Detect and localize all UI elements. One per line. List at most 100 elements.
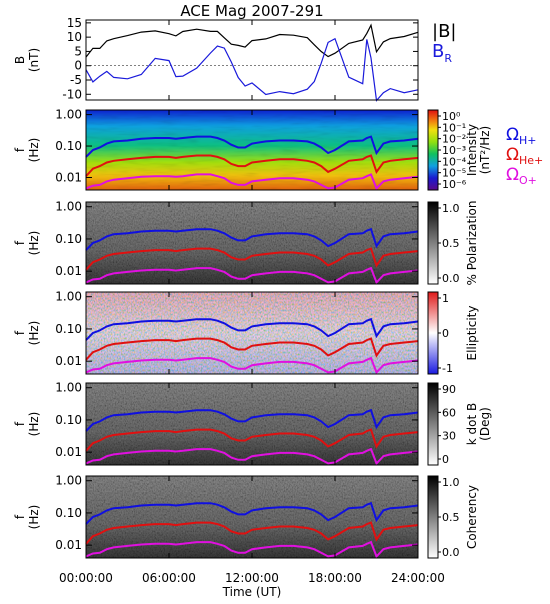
colorbar-title: Intensity xyxy=(465,124,479,176)
colorbar-scale xyxy=(427,291,439,375)
y-tick-label: 15 xyxy=(67,16,82,30)
colorbar-scale xyxy=(427,475,439,559)
colorbar-title: k dot B xyxy=(465,403,479,445)
colorbar-tick-label: 10⁻⁵ xyxy=(442,167,466,180)
panel-coherency: 1.00 0.10 0.01 1.0 0.5 0.0 Coherency f (Hz) xyxy=(13,474,479,559)
y-axis-unit: (Hz) xyxy=(27,505,41,530)
y-tick-label: 0.01 xyxy=(55,538,82,552)
colorbar-tick-label: 10⁻³ xyxy=(442,144,466,157)
gyrofrequency-line-o-plus xyxy=(85,540,419,559)
legend-br: BR xyxy=(432,41,452,65)
gyrofrequency-line-h-plus xyxy=(85,135,419,158)
y-tick-label: 1.00 xyxy=(55,290,82,304)
y-tick-label: 0.10 xyxy=(55,232,82,246)
y-tick-label: -10 xyxy=(62,87,82,101)
legend: |B| BR ΩH+ ΩHe+ ΩO+ xyxy=(432,21,543,187)
panel-polarization: 1.00 0.10 0.01 1.0 0.5 0.0 % Polarization f (Hz) xyxy=(13,200,479,286)
x-tick-label: 12:00:00 xyxy=(225,571,279,585)
colorbar-unit: (Deg) xyxy=(478,407,492,441)
colorbar-tick-label: 0.5 xyxy=(442,237,460,250)
gyrofrequency-line-o-plus xyxy=(85,447,419,466)
legend-omega-he: ΩHe+ xyxy=(506,145,543,167)
legend-b-magnitude: |B| xyxy=(432,21,456,42)
colorbar-tick-label: 1.0 xyxy=(442,476,460,489)
gyrofrequency-line-he-plus xyxy=(85,428,419,452)
colorbar-tick-label: 0.0 xyxy=(442,546,460,559)
gyrofrequency-line-o-plus xyxy=(85,266,419,285)
colorbar-title: Ellipticity xyxy=(465,306,479,361)
series-b-magnitude-line xyxy=(85,23,419,58)
y-tick-label: 0.01 xyxy=(55,445,82,459)
y-tick-label: 0.01 xyxy=(55,264,82,278)
colorbar-scale xyxy=(427,109,439,191)
figure-title: ACE Mag 2007-291 xyxy=(180,2,323,20)
y-axis-label: f xyxy=(13,147,27,152)
legend-omega-he-symbol: Ω xyxy=(506,145,519,165)
y-tick-label: 1.00 xyxy=(55,381,82,395)
y-tick-label: 1.00 xyxy=(55,200,82,214)
y-tick-label: 1.00 xyxy=(55,108,82,122)
gyrofrequency-line-h-plus xyxy=(85,317,419,341)
y-tick-label: 0.01 xyxy=(55,170,82,184)
colorbar-tick-label: 10⁻⁴ xyxy=(442,155,467,168)
x-axis-label: Time (UT) xyxy=(222,585,282,599)
y-axis-unit: (nT) xyxy=(27,48,41,72)
y-tick-label: 0 xyxy=(74,59,82,73)
y-tick-label: 0.01 xyxy=(55,354,82,368)
colorbar-tick-label: 0 xyxy=(442,453,449,466)
colorbar-scale xyxy=(427,201,439,285)
colorbar-tick-label: 1.0 xyxy=(442,202,460,215)
colorbar-title: % Polarization xyxy=(465,201,479,286)
y-axis-label: f xyxy=(13,240,27,245)
colorbar-tick-label: 10⁻¹ xyxy=(442,121,466,134)
colorbar-tick-label: 60 xyxy=(442,406,456,419)
y-axis-label: f xyxy=(13,330,27,335)
colorbar-scale xyxy=(427,382,439,466)
gyrofrequency-line-he-plus xyxy=(85,247,419,271)
y-tick-label: 0.10 xyxy=(55,413,82,427)
colorbar-tick-label: 0.0 xyxy=(442,272,460,285)
y-tick-label: 1.00 xyxy=(55,474,82,488)
legend-br-sub: R xyxy=(444,52,452,65)
y-tick-label: 5 xyxy=(74,44,82,58)
series-br-line xyxy=(85,37,419,102)
colorbar-coherency: 1.0 0.5 0.0 Coherency xyxy=(427,475,479,559)
colorbar-polarization: 1.0 0.5 0.0 % Polarization xyxy=(427,201,479,286)
y-axis-label: f xyxy=(13,514,27,519)
gyrofrequency-line-h-plus xyxy=(85,501,419,525)
colorbar-unit: (nT²/Hz) xyxy=(478,126,492,174)
legend-omega-o-symbol: Ω xyxy=(506,165,519,185)
x-axis: 00:00:00 06:00:00 12:00:00 18:00:00 24:00:00 xyxy=(59,571,445,585)
gyrofrequency-line-he-plus xyxy=(85,337,419,361)
legend-omega-h-symbol: Ω xyxy=(506,125,519,145)
legend-br-label: B xyxy=(432,41,444,62)
gyrofrequency-line-o-plus xyxy=(85,173,419,191)
panel-kdotb: 1.00 0.10 0.01 90 60 30 0 k dot B (Deg) f (Hz) xyxy=(13,381,492,466)
colorbar-tick-label: 10⁰ xyxy=(442,110,461,123)
colorbar-tick-label: 10⁻⁶ xyxy=(442,178,467,191)
legend-omega-o: ΩO+ xyxy=(506,165,537,187)
gyrofrequency-line-he-plus xyxy=(85,521,419,545)
colorbar-tick-label: 1 xyxy=(442,292,449,305)
panel-ellipticity: 1.00 0.10 0.01 1 0 -1 Ellipticity f (Hz) xyxy=(13,290,479,375)
colorbar-title: Coherency xyxy=(465,485,479,549)
x-tick-label: 18:00:00 xyxy=(308,571,362,585)
legend-omega-o-sub: O+ xyxy=(519,174,537,187)
y-tick-label: 0.10 xyxy=(55,139,82,153)
x-tick-label: 00:00:00 xyxy=(59,571,113,585)
colorbar-kdotb: 90 60 30 0 k dot B (Deg) xyxy=(427,382,492,466)
colorbar-tick-label: 30 xyxy=(442,430,456,443)
y-axis-label: B xyxy=(13,56,27,64)
y-tick-label: 10 xyxy=(67,30,82,44)
legend-omega-h: ΩH+ xyxy=(506,125,537,147)
colorbar-tick-label: -1 xyxy=(442,362,453,375)
legend-omega-he-sub: He+ xyxy=(519,154,543,167)
gyrofrequency-line-he-plus xyxy=(85,154,419,177)
y-tick-label: 0.10 xyxy=(55,506,82,520)
colorbar-ellipticity: 1 0 -1 Ellipticity xyxy=(427,291,479,375)
